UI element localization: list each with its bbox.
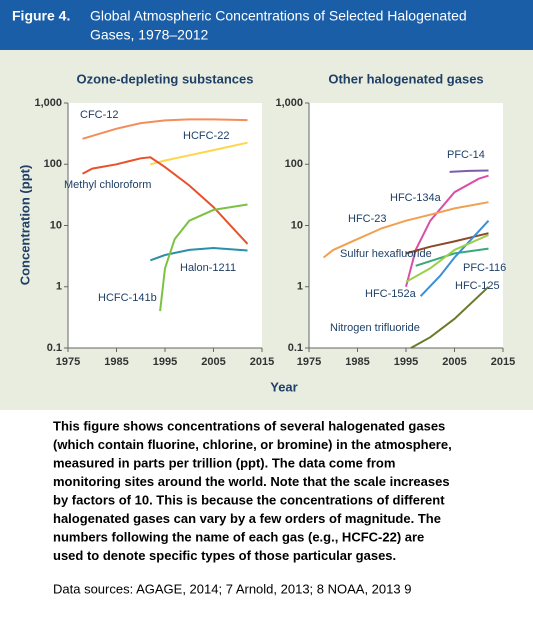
series-label: PFC-116 (463, 262, 506, 274)
series-line (410, 286, 490, 349)
series-line (150, 246, 248, 262)
caption-line: halogenated gases can vary by a few orde… (53, 511, 441, 526)
x-tick-label: 1985 (104, 356, 128, 368)
y-tick-label: 100 (44, 158, 62, 170)
y-tick-label: 0.1 (288, 342, 303, 354)
y-axis-label: Concentration (ppt) (17, 165, 32, 286)
caption-line: by factors of 10. This is because the co… (53, 492, 445, 507)
series-line (82, 156, 249, 245)
plot-area (309, 103, 503, 348)
x-tick-label: 1995 (394, 356, 418, 368)
figure-number: Figure 4. (12, 8, 70, 24)
caption-line: (which contain fluorine, chlorine, or br… (53, 437, 452, 452)
y-tick-label: 10 (50, 219, 62, 231)
series-line (405, 232, 489, 255)
header-bar (0, 0, 533, 50)
series-label: HFC-152a (365, 288, 417, 300)
series-line (405, 174, 489, 288)
caption-line: measured in parts per trillion (ppt). Th… (53, 455, 395, 470)
y-tick-label: 100 (285, 158, 303, 170)
series-line (150, 141, 248, 166)
y-tick-label: 1,000 (34, 97, 62, 109)
series-label: HFC-125 (455, 280, 500, 292)
series-label: Nitrogen trifluoride (330, 322, 420, 334)
x-tick-label: 1985 (345, 356, 369, 368)
series-label: Sulfur hexafluoride (340, 248, 432, 260)
y-tick-label: 1 (56, 281, 62, 293)
x-axis-label: Year (270, 379, 297, 394)
title-line: Gases, 1978–2012 (90, 27, 209, 43)
y-tick-label: 10 (291, 219, 303, 231)
series-line (419, 220, 490, 297)
y-tick-label: 1,000 (275, 97, 303, 109)
series-label: HCFC-22 (183, 130, 229, 142)
series-line (415, 247, 489, 267)
panel-title: Other halogenated gases (328, 71, 483, 86)
x-tick-label: 2015 (250, 356, 274, 368)
series-label: HCFC-141b (98, 292, 157, 304)
x-tick-label: 2005 (442, 356, 466, 368)
series-label: HFC-23 (348, 213, 387, 225)
plot-area (68, 103, 262, 348)
x-tick-label: 2005 (201, 356, 225, 368)
caption-line: monitoring sites around the world. Note … (53, 474, 450, 489)
caption-line: used to denote specific types of those p… (53, 548, 396, 563)
series-label: Methyl chloroform (64, 179, 151, 191)
x-tick-label: 2015 (491, 356, 515, 368)
panel-title: Ozone-depleting substances (77, 71, 254, 86)
caption-line: numbers following the name of each gas (… (53, 529, 424, 544)
series-line (449, 169, 489, 173)
y-tick-label: 1 (297, 281, 303, 293)
series-label: PFC-14 (447, 149, 485, 161)
caption-line: This figure shows concentrations of seve… (53, 418, 445, 433)
y-tick-label: 0.1 (47, 342, 62, 354)
series-label: Halon-1211 (180, 262, 236, 274)
series-label: CFC-12 (80, 109, 119, 121)
series-line (322, 201, 489, 259)
x-tick-label: 1975 (297, 356, 321, 368)
x-tick-label: 1975 (56, 356, 80, 368)
series-line (405, 234, 489, 283)
series-label: HFC-134a (390, 192, 442, 204)
x-tick-label: 1995 (153, 356, 177, 368)
series-line (82, 118, 248, 140)
title-line: Global Atmospheric Concentrations of Sel… (90, 8, 467, 24)
sources: Data sources: AGAGE, 2014; 7 Arnold, 201… (53, 581, 411, 596)
series-line (159, 203, 248, 312)
